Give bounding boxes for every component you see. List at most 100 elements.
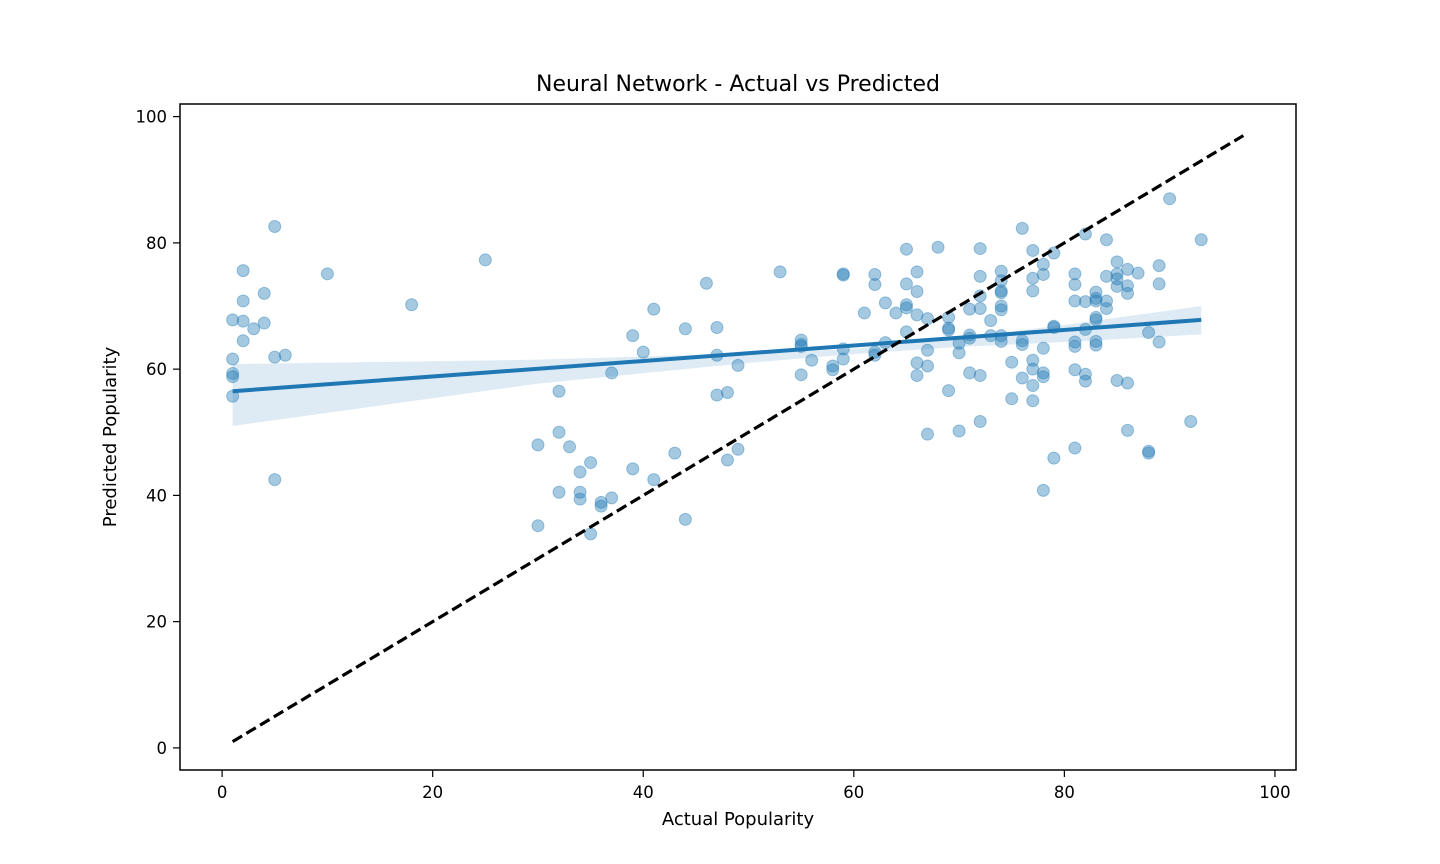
y-tick-label: 20 xyxy=(146,613,167,632)
scatter-point xyxy=(699,276,713,290)
scatter-point xyxy=(236,314,250,328)
scatter-point xyxy=(1099,269,1113,283)
scatter-point xyxy=(1089,291,1103,305)
scatter-point xyxy=(899,242,913,256)
scatter-point xyxy=(226,352,240,366)
scatter-point xyxy=(584,527,598,541)
scatter-point xyxy=(605,366,619,380)
scatter-point xyxy=(678,322,692,336)
scatter-point xyxy=(899,277,913,291)
scatter-point xyxy=(720,453,734,467)
scatter-point xyxy=(552,384,566,398)
scatter-point xyxy=(1089,338,1103,352)
scatter-point xyxy=(1099,294,1113,308)
scatter-point xyxy=(994,303,1008,317)
scatter-point xyxy=(1036,257,1050,271)
scatter-point xyxy=(1089,310,1103,324)
scatter-point xyxy=(973,368,987,382)
scatter-point xyxy=(1078,367,1092,381)
scatter-point xyxy=(236,264,250,278)
scatter-point xyxy=(531,519,545,533)
x-tick-label: 100 xyxy=(1259,783,1291,802)
scatter-point xyxy=(794,368,808,382)
scatter-point xyxy=(552,485,566,499)
scatter-point xyxy=(805,353,819,367)
scatter-point xyxy=(1068,267,1082,281)
scatter-point xyxy=(226,370,240,384)
scatter-point xyxy=(1121,376,1135,390)
x-tick-label: 80 xyxy=(1054,783,1075,802)
scatter-point xyxy=(594,499,608,513)
scatter-point xyxy=(573,465,587,479)
scatter-point xyxy=(1121,262,1135,276)
scatter-point xyxy=(1152,259,1166,273)
x-tick-label: 20 xyxy=(422,783,443,802)
scatter-point xyxy=(1068,294,1082,308)
scatter-point xyxy=(1089,313,1103,327)
scatter-point xyxy=(636,345,650,359)
scatter-point xyxy=(1078,295,1092,309)
scatter-point xyxy=(1078,374,1092,388)
scatter-point xyxy=(1121,279,1135,293)
scatter-point xyxy=(605,491,619,505)
scatter-point xyxy=(1036,341,1050,355)
y-tick-label: 0 xyxy=(157,739,168,758)
scatter-point xyxy=(1068,278,1082,292)
scatter-point xyxy=(973,242,987,256)
scatter-point xyxy=(921,427,935,441)
scatter-point xyxy=(794,333,808,347)
scatter-point xyxy=(1089,294,1103,308)
scatter-point xyxy=(1163,192,1177,206)
scatter-point xyxy=(668,446,682,460)
scatter-point xyxy=(1110,374,1124,388)
scatter-point xyxy=(268,473,282,487)
y-tick-label: 60 xyxy=(146,360,167,379)
scatter-point xyxy=(710,320,724,334)
scatter-point xyxy=(552,425,566,439)
scatter-point xyxy=(1015,221,1029,235)
scatter-point xyxy=(626,462,640,476)
scatter-point xyxy=(921,312,935,326)
scatter-point xyxy=(478,253,492,267)
y-axis-label: Predicted Popularity xyxy=(100,346,121,527)
scatter-point xyxy=(1005,392,1019,406)
scatter-point xyxy=(257,316,271,330)
scatter-point xyxy=(268,219,282,233)
scatter-point xyxy=(573,485,587,499)
scatter-point xyxy=(994,299,1008,313)
scatter-point xyxy=(878,296,892,310)
scatter-point xyxy=(826,359,840,373)
scatter-point xyxy=(994,334,1008,348)
y-tick-label: 40 xyxy=(146,486,167,505)
chart-title: Neural Network - Actual vs Predicted xyxy=(536,72,940,97)
scatter-point xyxy=(1047,451,1061,465)
scatter-point xyxy=(931,240,945,254)
scatter-point xyxy=(731,442,745,456)
scatter-point xyxy=(1110,255,1124,269)
scatter-point xyxy=(942,384,956,398)
scatter-point xyxy=(899,298,913,312)
scatter-point xyxy=(1068,339,1082,353)
scatter-point xyxy=(994,284,1008,298)
scatter-point xyxy=(1152,277,1166,291)
scatter-point xyxy=(1026,243,1040,257)
scatter-point xyxy=(278,348,292,362)
scatter-point xyxy=(836,267,850,281)
scatter-point xyxy=(994,264,1008,278)
scatter-point xyxy=(910,308,924,322)
scatter-point xyxy=(963,302,977,316)
scatter-point xyxy=(868,267,882,281)
scatter-point xyxy=(1015,338,1029,352)
scatter-point xyxy=(1110,272,1124,286)
x-axis-label: Actual Popularity xyxy=(662,809,815,830)
scatter-point xyxy=(1131,266,1145,280)
scatter-point xyxy=(1099,302,1113,316)
scatter-point xyxy=(1026,394,1040,408)
scatter-point xyxy=(1142,444,1156,458)
scatter-point xyxy=(720,385,734,399)
scatter-point xyxy=(626,329,640,343)
scatter-point xyxy=(826,363,840,377)
scatter-point xyxy=(647,302,661,316)
scatter-point xyxy=(910,356,924,370)
scatter-point xyxy=(1036,366,1050,380)
